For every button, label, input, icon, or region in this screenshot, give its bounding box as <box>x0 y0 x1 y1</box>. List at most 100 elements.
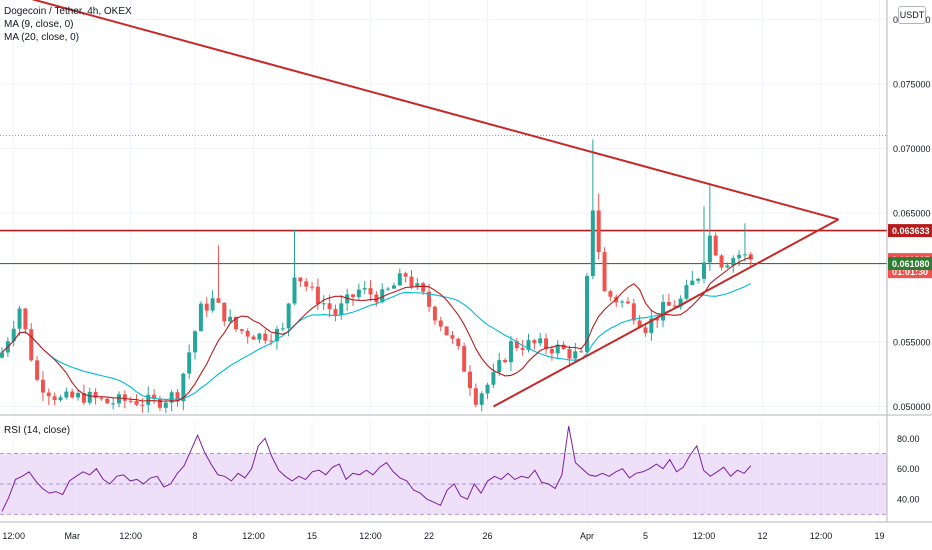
time-tick-label: 12:00 <box>2 531 25 541</box>
ma9-line <box>1 256 751 402</box>
candle-body <box>491 372 496 385</box>
candle-body <box>274 328 279 342</box>
candle-body <box>579 351 584 353</box>
time-tick-label: 15 <box>307 531 317 541</box>
candle-body <box>661 302 666 321</box>
time-tick-label: 12:00 <box>359 531 382 541</box>
price-label: 01:01:30 <box>892 267 928 277</box>
candle-body <box>222 302 227 322</box>
candle-body <box>538 338 543 344</box>
candle-body <box>0 352 4 358</box>
candle-body <box>468 371 472 389</box>
candle-body <box>339 303 344 315</box>
candle-body <box>157 398 162 408</box>
time-tick-label: 8 <box>193 531 198 541</box>
candle-body <box>239 329 244 331</box>
candle-body <box>672 305 677 307</box>
candle-body <box>432 306 437 321</box>
rsi-series-line <box>1 426 752 512</box>
ma20-legend[interactable]: MA (20, close, 0) <box>4 32 80 43</box>
candle-body <box>532 340 537 344</box>
candle-body <box>450 335 455 339</box>
time-tick-label: 12:00 <box>693 531 716 541</box>
candle-body <box>731 258 736 266</box>
candle-body <box>29 329 34 361</box>
time-axis[interactable]: 12:00 Mar 12:00 8 12:00 15 12:00 22 26 Apr 5 12:00 1… <box>2 531 884 541</box>
candle-body <box>327 303 332 310</box>
candle-body <box>520 348 525 350</box>
candle-body <box>269 340 274 342</box>
candle-body <box>181 373 186 402</box>
candle-body <box>380 289 385 303</box>
candle-body <box>117 394 121 404</box>
candle-body <box>122 394 127 401</box>
candle-body <box>386 288 391 290</box>
rsi-band <box>0 452 887 515</box>
price-label-bg <box>888 224 932 238</box>
candle-body <box>140 404 145 406</box>
rsi-tick-label: 60.00 <box>897 464 920 474</box>
candle-body <box>368 288 373 295</box>
candle-body <box>427 291 432 307</box>
candle-body <box>585 275 589 352</box>
candle-body <box>280 328 285 330</box>
candle-body <box>99 397 104 399</box>
candle-body <box>544 338 549 350</box>
time-tick-label: Mar <box>64 531 80 541</box>
candle-body <box>93 391 98 398</box>
rsi-tick-label: 40.00 <box>897 495 920 505</box>
price-tick-label: 0.065000 <box>893 208 931 218</box>
chart-legend: Dogecoin / Tether, 4h, OKEX MA (9, close… <box>4 5 132 44</box>
candle-body <box>52 396 57 401</box>
candle-body <box>76 392 81 398</box>
candle-body <box>508 341 513 363</box>
price-label-bg <box>888 257 932 271</box>
candle-body <box>81 392 86 403</box>
candle-body <box>216 298 221 303</box>
candle-body <box>456 338 461 347</box>
candle-body <box>351 294 355 298</box>
candle-body <box>702 262 706 279</box>
candle-body <box>193 331 198 353</box>
candle-body <box>46 392 51 397</box>
ma9-legend[interactable]: MA (9, close, 0) <box>4 19 74 30</box>
symbol-title[interactable]: Dogecoin / Tether, 4h, OKEX <box>4 6 132 17</box>
candle-body <box>257 333 262 340</box>
candle-body <box>719 255 724 268</box>
candle-body <box>362 288 367 290</box>
candle-body <box>169 392 174 403</box>
candle-body <box>292 277 297 304</box>
candle-body <box>310 286 315 288</box>
candle-body <box>567 349 572 359</box>
trendlines[interactable] <box>2 0 840 408</box>
candle-body <box>637 320 642 328</box>
rsi-legend[interactable]: RSI (14, close) <box>4 425 71 436</box>
currency-badge[interactable]: USDT <box>898 6 926 24</box>
candle-body <box>58 397 63 401</box>
candle-body <box>643 327 648 333</box>
time-tick-label: 12:00 <box>119 531 142 541</box>
candle-body <box>649 318 654 333</box>
candle-body <box>315 286 320 305</box>
candle-body <box>748 254 753 260</box>
candle-body <box>356 289 361 298</box>
candle-body <box>526 340 531 350</box>
candle-body <box>620 301 625 303</box>
candle-body <box>742 254 747 256</box>
candle-body <box>198 303 203 332</box>
price-tick-label: 0.055000 <box>893 338 931 348</box>
candle-body <box>35 360 40 380</box>
candle-body <box>631 303 636 321</box>
candle-body <box>696 278 701 281</box>
candle-body <box>286 303 291 329</box>
candle-body <box>608 291 613 297</box>
candle-body <box>105 398 110 404</box>
candle-body <box>333 309 338 315</box>
time-tick-label: 12:00 <box>810 531 833 541</box>
candle-body <box>298 277 303 282</box>
candle-body <box>163 402 168 408</box>
candle-body <box>514 341 519 349</box>
time-tick-label: 19 <box>874 531 884 541</box>
